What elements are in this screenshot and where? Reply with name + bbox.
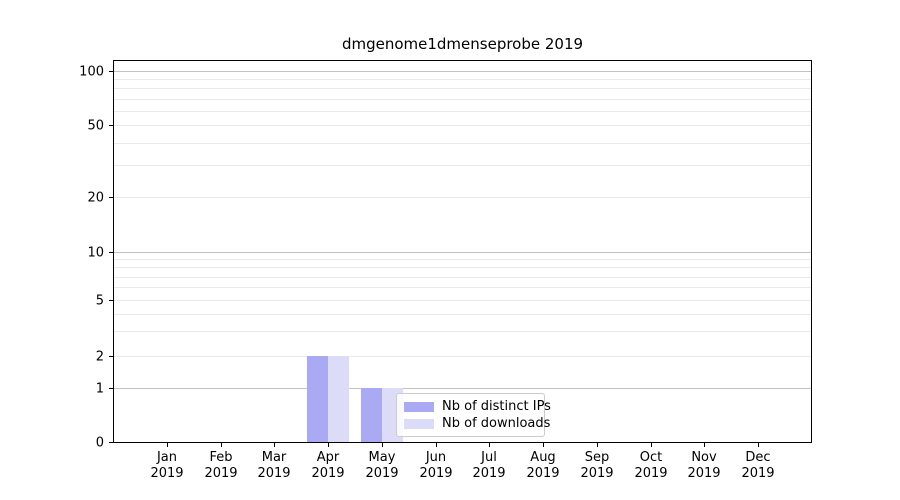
x-tick-label-jun: Jun 2019 [419, 450, 453, 481]
gridline-major-1 [114, 388, 811, 389]
gridline-major-100 [114, 71, 811, 72]
gridline-minor-6 [114, 287, 811, 288]
gridline-minor-40 [114, 143, 811, 144]
legend-entry-distinct-ips: Nb of distinct IPs [404, 399, 551, 414]
gridline-minor-50 [114, 125, 811, 126]
y-tick-mark-2 [109, 356, 113, 357]
x-tick-label-mar: Mar 2019 [257, 450, 291, 481]
legend-swatch-downloads [404, 418, 434, 429]
x-tick-label-jul: Jul 2019 [472, 450, 506, 481]
x-tick-label-jan: Jan 2019 [150, 450, 184, 481]
gridline-minor-5 [114, 300, 811, 301]
gridline-minor-30 [114, 165, 811, 166]
x-tick-mark-jan [167, 443, 168, 447]
gridline-minor-70 [114, 99, 811, 100]
bar-downloads-apr [328, 356, 349, 442]
x-tick-label-nov: Nov 2019 [687, 450, 721, 481]
gridline-minor-2 [114, 356, 811, 357]
plot-area [113, 60, 812, 443]
x-tick-mark-jun [436, 443, 437, 447]
y-tick-mark-100 [109, 71, 113, 72]
x-tick-mark-may [382, 443, 383, 447]
gridline-minor-60 [114, 111, 811, 112]
x-tick-mark-oct [651, 443, 652, 447]
bar-distinct-ips-may [361, 388, 382, 442]
y-tick-mark-5 [109, 300, 113, 301]
legend-label-downloads: Nb of downloads [442, 416, 551, 431]
bar-distinct-ips-apr [307, 356, 328, 442]
gridline-minor-9 [114, 259, 811, 260]
y-tick-label-10: 10 [87, 245, 104, 261]
y-tick-label-0: 0 [95, 435, 104, 451]
gridline-minor-4 [114, 314, 811, 315]
gridline-minor-90 [114, 79, 811, 80]
x-tick-mark-sep [597, 443, 598, 447]
chart-title: dmgenome1dmenseprobe 2019 [341, 35, 584, 53]
x-tick-mark-feb [221, 443, 222, 447]
y-tick-label-5: 5 [95, 293, 104, 309]
y-tick-mark-20 [109, 197, 113, 198]
x-tick-label-oct: Oct 2019 [634, 450, 668, 481]
x-tick-mark-apr [328, 443, 329, 447]
x-tick-mark-dec [758, 443, 759, 447]
x-tick-mark-nov [704, 443, 705, 447]
y-tick-mark-0 [109, 442, 113, 443]
x-tick-label-aug: Aug 2019 [526, 450, 560, 481]
y-tick-label-50: 50 [87, 118, 104, 134]
gridline-major-10 [114, 252, 811, 253]
gridline-minor-8 [114, 267, 811, 268]
y-tick-mark-10 [109, 252, 113, 253]
x-tick-mark-aug [543, 443, 544, 447]
legend-label-distinct-ips: Nb of distinct IPs [442, 399, 551, 414]
y-tick-label-20: 20 [87, 190, 104, 206]
legend: Nb of distinct IPs Nb of downloads [396, 393, 551, 437]
x-tick-mark-jul [489, 443, 490, 447]
y-tick-mark-1 [109, 388, 113, 389]
gridline-minor-80 [114, 88, 811, 89]
x-tick-label-may: May 2019 [365, 450, 399, 481]
legend-swatch-distinct-ips [404, 401, 434, 412]
gridline-minor-20 [114, 197, 811, 198]
x-tick-label-dec: Dec 2019 [741, 450, 775, 481]
y-tick-label-100: 100 [79, 64, 104, 80]
gridline-minor-7 [114, 277, 811, 278]
x-tick-label-feb: Feb 2019 [204, 450, 238, 481]
x-tick-label-sep: Sep 2019 [580, 450, 614, 481]
y-tick-mark-50 [109, 125, 113, 126]
x-tick-mark-mar [274, 443, 275, 447]
gridline-minor-3 [114, 331, 811, 332]
y-tick-label-2: 2 [95, 349, 104, 365]
x-tick-label-apr: Apr 2019 [311, 450, 345, 481]
legend-entry-downloads: Nb of downloads [404, 416, 550, 431]
y-tick-label-1: 1 [95, 381, 104, 397]
